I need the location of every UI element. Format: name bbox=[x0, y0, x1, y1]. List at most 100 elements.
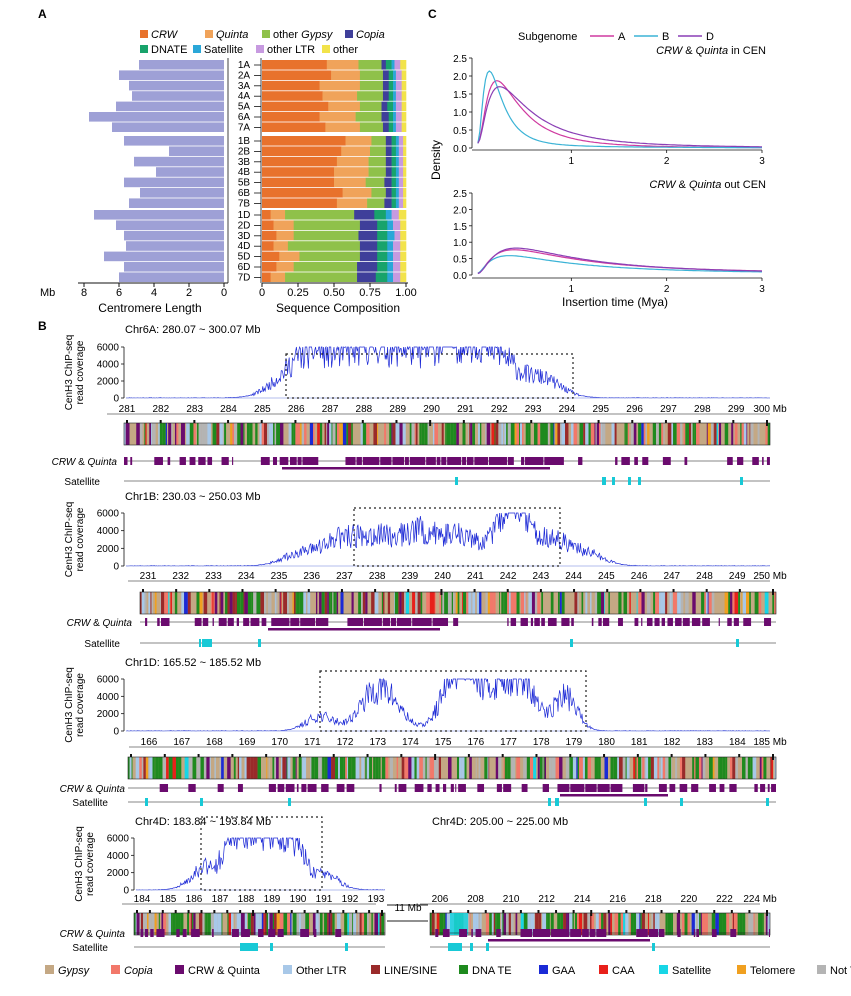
crw-quinta-cluster bbox=[560, 794, 668, 797]
te-segment bbox=[158, 757, 163, 779]
te-segment bbox=[533, 423, 538, 445]
te-segment bbox=[692, 592, 696, 614]
composition-segment bbox=[336, 156, 369, 167]
centromere-bar bbox=[124, 230, 224, 241]
te-segment bbox=[653, 757, 658, 779]
crw-quinta-block bbox=[488, 457, 507, 465]
legend-swatch bbox=[371, 965, 380, 974]
te-segment bbox=[367, 592, 372, 614]
te-segment bbox=[290, 757, 293, 779]
track-label-satellite: Satellite bbox=[72, 943, 108, 954]
left-tick: 6 bbox=[116, 287, 122, 299]
te-segment bbox=[544, 757, 547, 779]
te-segment bbox=[443, 913, 446, 935]
te-segment bbox=[632, 592, 637, 614]
chromosome-labels: 1A2A3A4A5A6A7A1B2B3B4B5B6B7B1D2D3D4D5D6D… bbox=[227, 58, 262, 283]
crw-quinta-block bbox=[382, 618, 391, 626]
crw-quinta-cluster bbox=[282, 467, 550, 470]
te-segment bbox=[163, 913, 167, 935]
crw-quinta-block bbox=[447, 457, 462, 465]
te-segment bbox=[398, 757, 402, 779]
crw-quinta-block bbox=[760, 784, 766, 792]
te-segment bbox=[441, 757, 443, 779]
crw-quinta-block bbox=[241, 929, 250, 937]
crw-quinta-block bbox=[767, 784, 770, 792]
te-segment bbox=[630, 592, 633, 614]
te-segment bbox=[214, 592, 218, 614]
te-segment bbox=[614, 423, 617, 445]
te-segment bbox=[219, 757, 222, 779]
te-segment bbox=[269, 757, 273, 779]
te-segment bbox=[694, 757, 696, 779]
te-segment bbox=[587, 592, 591, 614]
te-segment bbox=[451, 757, 453, 779]
te-segment bbox=[229, 592, 233, 614]
te-segment bbox=[728, 592, 731, 614]
te-segment bbox=[692, 757, 695, 779]
composition-segment bbox=[262, 156, 338, 167]
te-segment bbox=[528, 592, 532, 614]
te-segment bbox=[312, 913, 316, 935]
chip-ytick: 0 bbox=[113, 562, 119, 573]
te-segment bbox=[244, 913, 248, 935]
te-segment bbox=[287, 423, 289, 445]
te-segment bbox=[424, 423, 428, 445]
te-segment bbox=[605, 423, 610, 445]
te-segment bbox=[276, 757, 279, 779]
te-segment bbox=[362, 423, 367, 445]
te-segment bbox=[594, 757, 598, 779]
te-segment bbox=[266, 592, 268, 614]
te-segment bbox=[516, 757, 521, 779]
crw-quinta-block bbox=[768, 929, 770, 937]
te-segment bbox=[454, 592, 456, 614]
position-tick: 233 bbox=[205, 571, 222, 582]
chip-ytick: 2000 bbox=[97, 544, 120, 555]
te-segment bbox=[475, 592, 477, 614]
te-segment bbox=[722, 757, 726, 779]
composition-segment bbox=[262, 198, 338, 208]
te-segment bbox=[336, 913, 341, 935]
te-segment bbox=[148, 913, 152, 935]
crw-quinta-block bbox=[542, 784, 549, 792]
te-segment bbox=[351, 757, 353, 779]
te-segment bbox=[702, 757, 706, 779]
te-segment bbox=[309, 423, 314, 445]
te-segment bbox=[442, 757, 447, 779]
te-segment bbox=[525, 592, 527, 614]
te-segment bbox=[676, 592, 678, 614]
te-segment bbox=[299, 592, 304, 614]
density-title-in-cen: CRW & Quinta in CEN bbox=[656, 45, 766, 57]
te-segment bbox=[158, 913, 160, 935]
legend-other: other bbox=[333, 44, 358, 56]
te-segment bbox=[561, 423, 566, 445]
te-segment bbox=[484, 592, 486, 614]
te-segment bbox=[617, 423, 621, 445]
te-segment bbox=[490, 423, 492, 445]
te-segment bbox=[171, 913, 173, 935]
position-tick: 289 bbox=[389, 404, 406, 415]
te-segment bbox=[170, 592, 173, 614]
te-segment bbox=[373, 423, 378, 445]
crw-quinta-block bbox=[347, 618, 364, 626]
te-segment bbox=[391, 423, 393, 445]
centromere-bar bbox=[126, 241, 224, 251]
satellite-block bbox=[680, 798, 683, 806]
panel-a-legend: CRW Quinta other Gypsy Copia DNATE Satel… bbox=[140, 29, 385, 56]
te-segment bbox=[204, 913, 206, 935]
te-segment bbox=[495, 757, 499, 779]
centromere-bar bbox=[89, 112, 224, 122]
te-segment bbox=[349, 592, 352, 614]
crw-quinta-block bbox=[682, 618, 690, 626]
composition-segment bbox=[398, 156, 404, 167]
panel-label-c: C bbox=[428, 7, 437, 21]
te-segment bbox=[389, 423, 392, 445]
crw-quinta-block bbox=[300, 618, 316, 626]
te-segment bbox=[178, 423, 181, 445]
te-segment bbox=[356, 913, 358, 935]
te-segment bbox=[629, 423, 631, 445]
te-segment bbox=[404, 757, 409, 779]
te-segment bbox=[347, 913, 350, 935]
density-ytick: 1.5 bbox=[453, 90, 467, 101]
te-segment bbox=[754, 913, 759, 935]
position-tick: 290 bbox=[423, 404, 440, 415]
